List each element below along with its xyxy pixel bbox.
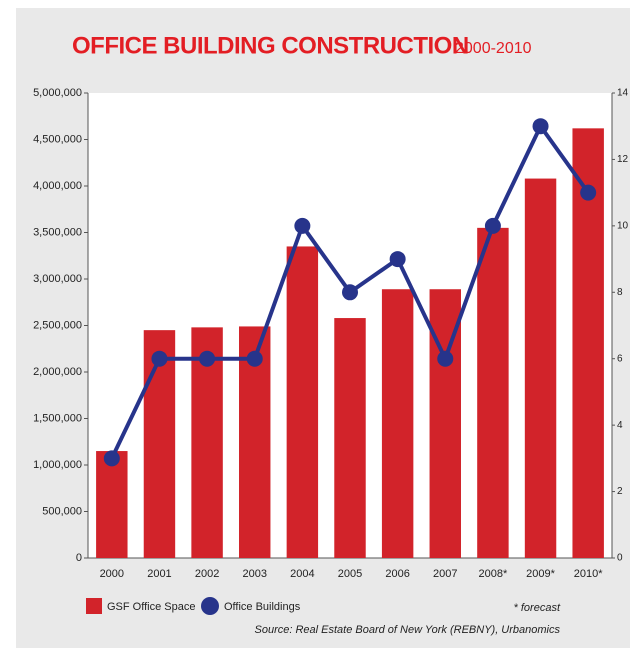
y-tick-label: 4,500,000	[33, 133, 82, 145]
bar	[143, 330, 176, 558]
bar	[334, 318, 366, 558]
y-tick-label: 1,000,000	[33, 459, 82, 471]
y2-tick-label: 12	[617, 154, 629, 165]
bar	[381, 289, 414, 558]
line-marker	[580, 184, 597, 201]
x-tick-label: 2008*	[479, 568, 508, 580]
y2-tick-label: 10	[617, 220, 629, 231]
y-tick-label: 2,500,000	[33, 319, 82, 331]
line-marker	[246, 350, 263, 367]
y-tick-label: 0	[76, 552, 82, 564]
y2-tick-label: 0	[617, 553, 623, 564]
y-tick-label: 4,000,000	[33, 180, 82, 192]
line-marker	[294, 217, 311, 234]
source: Source: Real Estate Board of New York (R…	[255, 624, 561, 636]
legend-label: GSF Office Space	[107, 601, 195, 613]
x-tick-label: 2000	[100, 568, 124, 580]
x-tick-label: 2009*	[526, 568, 555, 580]
chart-subtitle: 2000-2010	[455, 40, 532, 57]
line-marker	[484, 217, 501, 234]
chart-title: OFFICE BUILDING CONSTRUCTION	[72, 32, 469, 59]
y-tick-label: 3,500,000	[33, 226, 82, 238]
y-tick-label: 500,000	[42, 505, 82, 517]
bar	[477, 227, 509, 558]
x-tick-label: 2001	[147, 568, 171, 580]
line-marker	[437, 350, 454, 367]
x-tick-label: 2003	[242, 568, 266, 580]
y-tick-label: 5,000,000	[33, 87, 82, 99]
line-marker	[342, 284, 358, 301]
y-tick-label: 1,500,000	[33, 412, 82, 424]
legend-label: Office Buildings	[224, 601, 301, 613]
legend-swatch-bar	[86, 598, 102, 614]
bar	[524, 178, 557, 558]
y2-tick-label: 14	[617, 88, 629, 99]
bar	[286, 246, 319, 558]
x-tick-label: 2010*	[574, 568, 603, 580]
legend-swatch-line	[201, 597, 219, 615]
y2-tick-label: 8	[617, 287, 623, 298]
bar	[96, 451, 128, 558]
x-tick-label: 2002	[195, 568, 219, 580]
x-tick-label: 2006	[385, 568, 409, 580]
y2-tick-label: 4	[617, 420, 623, 431]
line-marker	[532, 118, 549, 135]
line-marker	[103, 450, 120, 467]
y-tick-label: 3,000,000	[33, 273, 82, 285]
y2-tick-label: 6	[617, 353, 623, 364]
line-marker	[199, 350, 216, 367]
x-tick-label: 2004	[290, 568, 314, 580]
y-tick-label: 2,000,000	[33, 366, 82, 378]
x-tick-label: 2007	[433, 568, 457, 580]
line-marker	[151, 350, 168, 367]
note: * forecast	[514, 602, 561, 614]
line-marker	[389, 251, 406, 268]
y2-tick-label: 2	[617, 486, 623, 497]
x-tick-label: 2005	[338, 568, 362, 580]
